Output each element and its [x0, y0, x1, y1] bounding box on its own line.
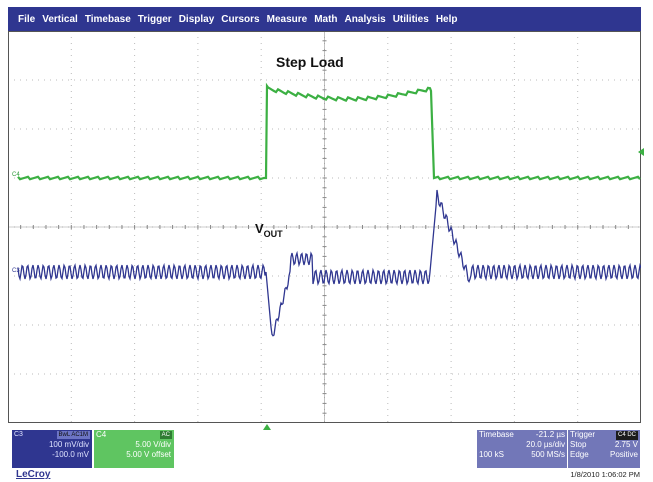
trigger-descriptor[interactable]: Trigger C4 DC Stop 2.75 V Edge Positive	[568, 430, 640, 468]
trigger-label: Trigger	[570, 430, 596, 439]
c3-scale: 100 mV/div	[48, 440, 89, 449]
vout-subscript: OUT	[263, 229, 283, 239]
datetime-stamp: 1/8/2010 1:06:02 PM	[570, 470, 640, 479]
trigger-level: 2.75 V	[614, 440, 638, 449]
c4-scale: 5.00 V/div	[135, 440, 171, 449]
c4-trace-tag: C4	[12, 172, 20, 178]
step-load-annotation: Step Load	[276, 54, 344, 70]
menu-math[interactable]: Math	[314, 13, 338, 25]
c4-coupling-badge: AC	[159, 431, 172, 439]
brand-logo: LeCroy	[16, 469, 51, 480]
graticule	[8, 31, 641, 423]
channel-c4-descriptor[interactable]: C4 AC 5.00 V/div 5.00 V offset	[94, 430, 174, 468]
menu-cursors[interactable]: Cursors	[221, 13, 260, 25]
menu-display[interactable]: Display	[178, 13, 215, 25]
menu-bar: File Vertical Timebase Trigger Display Cursor…	[8, 7, 641, 31]
menu-vertical[interactable]: Vertical	[42, 13, 78, 25]
vout-main-text: V	[255, 221, 264, 236]
menu-file[interactable]: File	[18, 13, 36, 25]
trigger-slope: Positive	[609, 450, 638, 459]
timebase-label: Timebase	[479, 430, 514, 439]
c3-badge: BwL AC1M	[56, 431, 90, 439]
menu-utilities[interactable]: Utilities	[392, 13, 429, 25]
menu-measure[interactable]: Measure	[266, 13, 308, 25]
timebase-delay: -21.2 µs	[535, 430, 565, 439]
vout-annotation: VOUT	[255, 221, 283, 239]
oscilloscope-display: Step Load VOUT C4 C3	[8, 31, 644, 430]
c4-waveform	[17, 82, 641, 181]
c3-waveform	[17, 189, 641, 337]
timebase-descriptor[interactable]: Timebase -21.2 µs 20.0 µs/div 100 kS 500 M…	[477, 430, 567, 468]
trigger-level-marker-icon[interactable]	[638, 148, 644, 156]
c4-label: C4	[96, 430, 107, 439]
menu-analysis[interactable]: Analysis	[344, 13, 386, 25]
menu-trigger[interactable]: Trigger	[137, 13, 172, 25]
menu-help[interactable]: Help	[435, 13, 458, 25]
timebase-per-div: 20.0 µs/div	[526, 440, 565, 449]
c3-trace-tag: C3	[12, 268, 20, 274]
c4-offset: 5.00 V offset	[126, 450, 171, 459]
timebase-rate: 500 MS/s	[531, 450, 565, 459]
trigger-source-badge: C4 DC	[615, 431, 638, 440]
waveform-area	[17, 82, 641, 337]
c3-offset: -100.0 mV	[52, 450, 89, 459]
trigger-position-marker-icon[interactable]	[263, 424, 271, 430]
c3-label: C3	[14, 431, 23, 438]
trigger-mode: Stop	[570, 440, 587, 449]
channel-c3-descriptor[interactable]: C3 BwL AC1M 100 mV/div -100.0 mV	[12, 430, 92, 468]
trigger-type: Edge	[570, 450, 589, 459]
menu-timebase[interactable]: Timebase	[84, 13, 131, 25]
timebase-samples: 100 kS	[479, 450, 504, 459]
